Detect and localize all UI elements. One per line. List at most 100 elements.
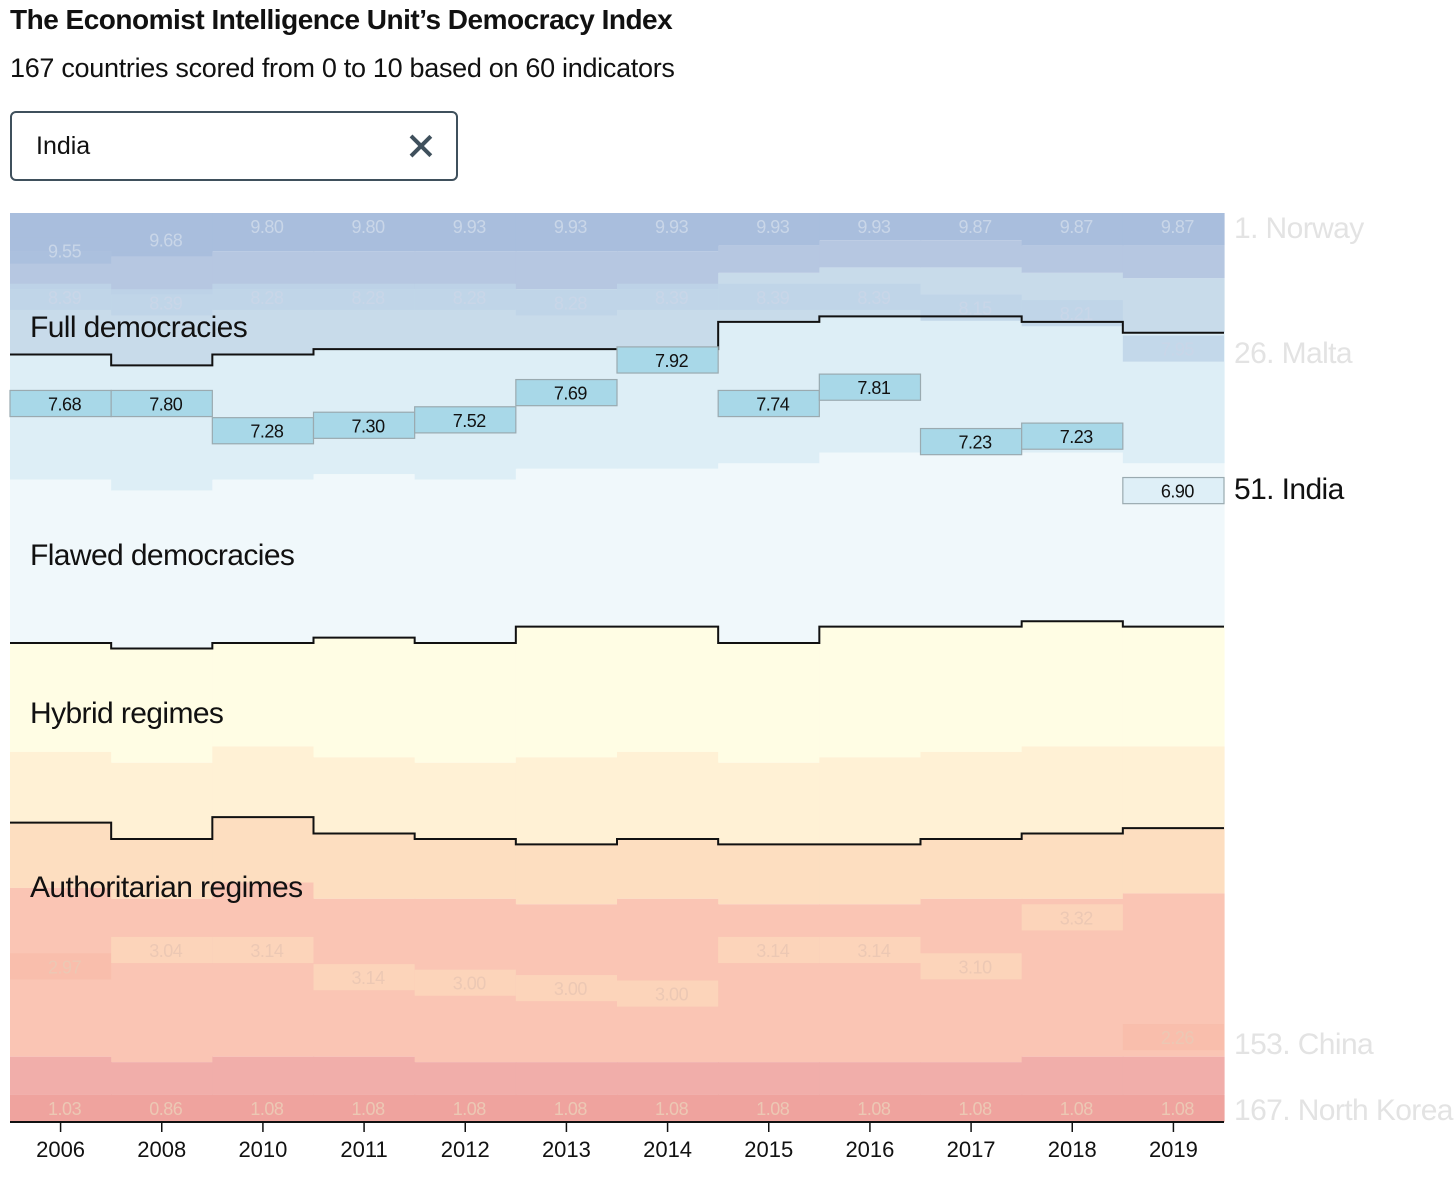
score-label-norway: 9.93 (655, 217, 689, 237)
band-full-mid (920, 240, 1023, 268)
country-band-norway (414, 213, 516, 240)
score-label-china: 2.26 (1161, 1028, 1195, 1048)
x-tick-label: 2015 (744, 1137, 793, 1162)
band-auth-low (10, 1056, 112, 1095)
band-auth-top (313, 833, 416, 899)
band-auth-top (212, 817, 315, 883)
country-rank-label: 51. India (1234, 473, 1345, 506)
band-hybrid-top (718, 643, 820, 763)
band-flawed-low (10, 479, 112, 644)
score-label-norway: 9.93 (857, 217, 891, 237)
score-label-china: 3.00 (453, 974, 487, 994)
band-auth-mid (920, 898, 1023, 1063)
score-label-north-korea: 1.08 (352, 1099, 386, 1119)
band-auth-mid (111, 898, 213, 1063)
country-band-norway (1021, 213, 1123, 240)
india-score-label: 7.74 (756, 395, 790, 415)
band-flawed-low (414, 479, 517, 644)
score-label-malta: 8.39 (857, 288, 891, 308)
band-auth-low (414, 1062, 517, 1095)
india-score-band (211, 417, 315, 445)
india-score-label: 7.68 (48, 395, 82, 415)
category-label: Flawed democracies (30, 539, 294, 572)
country-band-china (414, 969, 516, 996)
band-full-mid (718, 245, 820, 273)
band-hybrid-top (10, 643, 112, 752)
score-label-china: 2.97 (48, 957, 82, 977)
score-label-malta: 8.28 (250, 288, 284, 308)
country-band-malta (617, 283, 719, 310)
country-band-north-korea (313, 1094, 415, 1121)
page-subtitle: 167 countries scored from 0 to 10 based … (10, 53, 675, 83)
x-tick-label: 2017 (947, 1137, 996, 1162)
country-band-china (1021, 904, 1123, 931)
band-hybrid-low (718, 762, 820, 845)
x-tick-label: 2016 (845, 1137, 894, 1162)
india-score-band (818, 373, 922, 401)
score-label-china: 3.00 (655, 985, 689, 1005)
country-band-north-korea (1021, 1094, 1123, 1121)
country-band-china (1122, 1024, 1224, 1051)
x-tick-label: 2010 (238, 1137, 287, 1162)
x-tick-label: 2018 (1048, 1137, 1097, 1162)
band-full-mid (1122, 245, 1225, 279)
country-band-norway (617, 213, 719, 240)
score-label-north-korea: 1.08 (453, 1099, 487, 1119)
band-full-mid (111, 256, 213, 295)
score-label-china: 3.10 (959, 957, 993, 977)
score-label-north-korea: 1.08 (1060, 1099, 1094, 1119)
band-hybrid-low (819, 757, 922, 845)
country-rank-label: 167. North Korea (1234, 1094, 1454, 1127)
score-label-north-korea: 1.08 (959, 1099, 993, 1119)
country-band-north-korea (515, 1094, 617, 1121)
country-search-box[interactable] (10, 111, 458, 181)
band-full-mid (1021, 245, 1124, 273)
india-score-label: 7.23 (1060, 427, 1094, 447)
country-band-china (819, 936, 921, 964)
country-band-china (718, 936, 820, 964)
band-full-low (1122, 278, 1225, 333)
score-label-norway: 9.80 (352, 217, 386, 237)
band-auth-low (718, 1062, 820, 1095)
band-flawed-low (819, 452, 922, 627)
category-label: Full democracies (30, 311, 247, 344)
boundary-line-full-flawed-hybrid-count (10, 816, 1224, 846)
country-band-china (313, 964, 415, 991)
score-label-norway: 9.93 (453, 217, 487, 237)
country-band-norway (920, 213, 1022, 240)
band-auth-top (111, 838, 213, 899)
country-bands: 9.55 9.68 9.80 9.80 9.93 9.93 9.93 9.93 9.93 9.87… (10, 213, 1224, 1121)
india-score-label: 7.92 (655, 351, 689, 371)
india-score-label: 7.28 (250, 422, 284, 442)
country-band-norway (111, 226, 213, 253)
india-score-band (919, 427, 1023, 456)
india-series: 7.68 7.80 7.28 7.30 7.52 7.69 7.92 7.74 7.81 7.23… (9, 346, 1225, 505)
country-band-china (515, 975, 617, 1002)
score-label-china: 3.32 (1060, 908, 1094, 928)
band-auth-mid (617, 898, 719, 1063)
country-band-norway (515, 213, 617, 240)
band-auth-low (819, 1062, 922, 1095)
band-flawed-low (212, 479, 315, 644)
score-label-china: 3.14 (756, 941, 790, 961)
x-tick-label: 2014 (643, 1137, 692, 1162)
score-label-norway: 9.93 (756, 217, 790, 237)
band-hybrid-top (212, 643, 315, 747)
score-label-malta: 8.28 (554, 293, 588, 313)
country-band-north-korea (10, 1094, 112, 1121)
score-label-norway: 9.55 (48, 242, 82, 262)
score-label-china: 3.14 (250, 941, 284, 961)
country-band-norway (10, 237, 112, 264)
score-label-north-korea: 1.08 (655, 1099, 689, 1119)
country-search-input[interactable] (36, 127, 396, 165)
score-label-norway: 9.87 (1161, 217, 1195, 237)
x-tick-label: 2008 (137, 1137, 186, 1162)
band-full-mid (313, 251, 416, 290)
band-flawed-top (515, 349, 618, 469)
band-hybrid-low (1122, 746, 1225, 829)
india-score-label: 7.69 (554, 384, 588, 404)
band-hybrid-top (313, 637, 416, 758)
india-score-band (717, 389, 820, 418)
band-hybrid-top (515, 626, 618, 758)
boundary-line-full-plus-flawed-count (10, 620, 1224, 650)
